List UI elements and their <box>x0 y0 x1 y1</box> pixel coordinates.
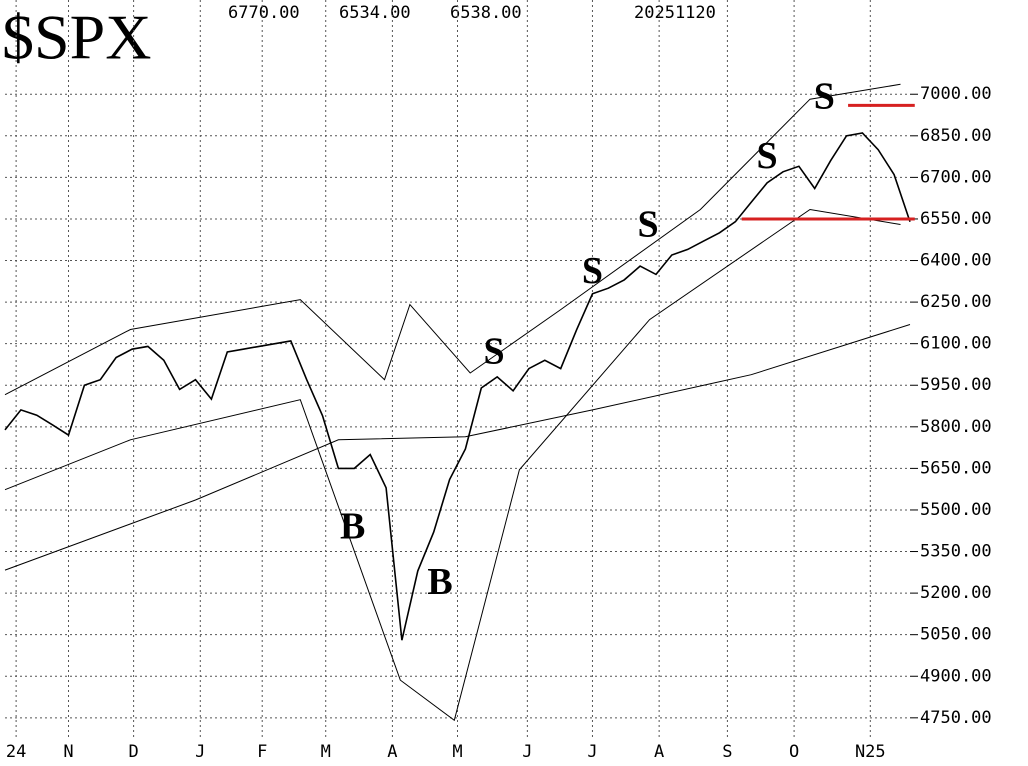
x-tick-label: F <box>257 742 267 762</box>
y-tick-label: 5650.00 <box>920 458 992 478</box>
x-tick-label: A <box>654 742 664 762</box>
x-tick-label: N25 <box>855 742 886 762</box>
x-tick-label: A <box>387 742 397 762</box>
header-value: 20251120 <box>634 3 716 23</box>
signal-label: S <box>757 135 778 177</box>
y-tick-label: 6700.00 <box>920 167 992 187</box>
y-tick-label: 5800.00 <box>920 417 992 437</box>
signal-label: S <box>582 250 603 292</box>
y-tick-label: 5500.00 <box>920 500 992 520</box>
y-tick-label: 6250.00 <box>920 292 992 312</box>
x-tick-label: M <box>452 742 462 762</box>
x-tick-label: D <box>128 742 138 762</box>
header-value: 6538.00 <box>450 3 522 23</box>
y-tick-label: 6100.00 <box>920 334 992 354</box>
indicator-line <box>4 83 901 396</box>
x-tick-label: O <box>789 742 799 762</box>
x-tick-label: J <box>195 742 205 762</box>
y-tick-label: 4750.00 <box>920 708 992 728</box>
chart-title: $SPX <box>2 2 151 73</box>
signal-label: B <box>340 506 365 548</box>
y-tick-label: 6550.00 <box>920 209 992 229</box>
x-tick-label: N <box>63 742 73 762</box>
signal-label: B <box>427 561 452 603</box>
indicator-line <box>4 324 911 571</box>
y-tick-label: 5200.00 <box>920 583 992 603</box>
y-tick-label: 5350.00 <box>920 542 992 562</box>
y-tick-label: 6400.00 <box>920 251 992 271</box>
y-tick-label: 6850.00 <box>920 126 992 146</box>
y-tick-label: 5050.00 <box>920 625 992 645</box>
y-tick-label: 7000.00 <box>920 84 992 104</box>
y-tick-label: 5950.00 <box>920 375 992 395</box>
x-tick-label: M <box>321 742 331 762</box>
header-value: 6770.00 <box>228 3 300 23</box>
x-tick-label: S <box>722 742 732 762</box>
signal-label: S <box>637 203 658 245</box>
x-tick-label: J <box>587 742 597 762</box>
signal-label: S <box>483 330 504 372</box>
y-tick-label: 4900.00 <box>920 666 992 686</box>
header-value: 6534.00 <box>339 3 411 23</box>
indicator-line <box>4 208 901 722</box>
x-tick-label: 24 <box>6 742 26 762</box>
signal-label: S <box>814 75 835 117</box>
price-line <box>4 132 911 641</box>
x-tick-label: J <box>522 742 532 762</box>
